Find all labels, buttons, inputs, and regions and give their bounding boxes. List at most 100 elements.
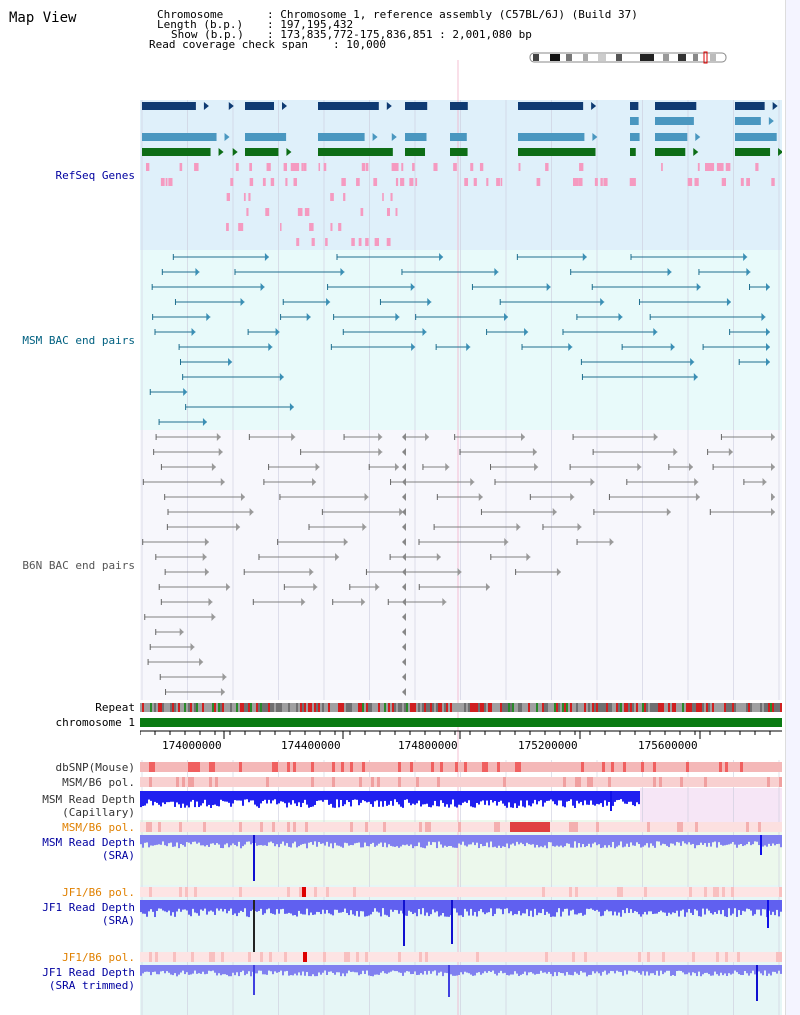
track-label-msm-depth-cap[interactable]: MSM Read Depth (Capillary) — [0, 793, 135, 819]
coverage-value: : 10,000 — [333, 38, 386, 51]
track-label-repeat[interactable]: Repeat — [95, 701, 135, 714]
density-cell — [398, 952, 401, 962]
repeat-mark — [750, 703, 752, 712]
density-cell — [740, 762, 743, 772]
density-cell — [446, 822, 449, 832]
chromosome-ideogram[interactable] — [528, 51, 730, 65]
track-label-jf1-depth-trim[interactable]: JF1 Read Depth (SRA trimmed) — [0, 966, 135, 992]
density-cell — [425, 887, 428, 897]
depth-bar — [684, 835, 686, 844]
depth-bar — [434, 791, 436, 801]
track-label-msm-b6-pol-2[interactable]: MSM/B6 pol. — [62, 821, 135, 834]
track-label-msm-depth-sra[interactable]: MSM Read Depth (SRA) — [0, 836, 135, 862]
depth-bar — [386, 835, 388, 848]
depth-bar — [644, 965, 646, 976]
density-cell — [344, 777, 347, 787]
density-cell — [158, 777, 161, 787]
depth-bar — [356, 791, 358, 800]
depth-bar — [532, 835, 534, 845]
bac-arrow — [402, 508, 406, 516]
track-label-dbsnp[interactable]: dbSNP(Mouse) — [55, 761, 135, 774]
repeat-mark — [324, 703, 326, 712]
gene-mark — [395, 178, 399, 186]
repeat-mark — [608, 703, 610, 712]
density-cell — [455, 952, 458, 962]
depth-bar — [448, 900, 450, 917]
track-label-refseq[interactable]: RefSeq Genes — [55, 169, 135, 182]
density-cell — [677, 822, 680, 832]
depth-bar — [358, 900, 360, 917]
depth-bar — [394, 900, 396, 910]
depth-bar — [514, 965, 516, 972]
density-cell — [767, 952, 770, 962]
gene-mark — [578, 178, 583, 186]
depth-bar — [184, 835, 186, 847]
depth-bar — [312, 835, 314, 845]
density-cell — [620, 762, 623, 772]
genome-track-canvas[interactable]: 174000000 174400000 174800000 175200000 1756… — [140, 0, 782, 1015]
gene-mark — [374, 238, 380, 246]
depth-bar — [444, 900, 446, 917]
density-cell — [443, 822, 446, 832]
repeat-mark — [582, 703, 584, 712]
depth-bar — [310, 900, 312, 913]
depth-bar — [468, 791, 470, 801]
depth-bar — [514, 900, 516, 914]
depth-bar — [518, 791, 520, 806]
density-cell — [347, 762, 350, 772]
density-cell — [626, 887, 629, 897]
track-label-chromosome[interactable]: chromosome 1 — [55, 716, 135, 729]
repeat-mark — [696, 703, 698, 712]
density-cell — [557, 762, 560, 772]
repeat-mark — [346, 703, 348, 712]
repeat-mark — [480, 703, 482, 712]
track-label-msm-bac[interactable]: MSM BAC end pairs — [22, 334, 135, 347]
depth-bar — [520, 900, 522, 916]
track-label-jf1-depth-sra[interactable]: JF1 Read Depth (SRA) — [0, 901, 135, 927]
track-label-jf1-b6-pol[interactable]: JF1/B6 pol. — [62, 886, 135, 899]
depth-bar — [460, 965, 462, 973]
depth-bar — [350, 835, 352, 845]
density-cell — [185, 777, 188, 787]
depth-bar — [700, 900, 702, 917]
density-cell — [515, 777, 518, 787]
density-cell — [302, 762, 305, 772]
density-cell — [662, 762, 665, 772]
depth-bar — [642, 900, 644, 915]
depth-bar — [710, 835, 712, 847]
repeat-mark — [682, 703, 684, 712]
depth-bar — [752, 965, 754, 971]
density-cell — [155, 762, 158, 772]
density-cell — [167, 887, 170, 897]
track-label-b6n-bac[interactable]: B6N BAC end pairs — [22, 559, 135, 572]
gene-mark — [309, 223, 314, 231]
density-cell — [299, 887, 302, 897]
repeat-mark — [354, 703, 356, 712]
depth-bar — [742, 965, 744, 976]
density-cell — [437, 777, 440, 787]
repeat-mark — [254, 703, 256, 712]
depth-bar — [614, 835, 616, 849]
bac-arrow — [534, 463, 539, 471]
density-cell — [707, 952, 710, 962]
depth-bar — [232, 835, 234, 844]
density-cell — [239, 822, 242, 832]
depth-bar — [404, 791, 406, 800]
repeat-mark — [686, 703, 688, 712]
density-cell — [356, 887, 359, 897]
chromosome-value: : Chromosome 1, reference assembly (C57B… — [267, 8, 638, 21]
bac-arrow — [179, 628, 184, 636]
track-label-msm-b6-pol[interactable]: MSM/B6 pol. — [62, 776, 135, 789]
repeat-mark — [694, 703, 696, 712]
depth-bar — [340, 791, 342, 800]
repeat-mark — [342, 703, 344, 712]
density-cell — [728, 887, 731, 897]
gene-arrow — [203, 102, 209, 110]
bac-arrow — [688, 463, 693, 471]
depth-bar — [500, 791, 502, 801]
track-label-jf1-b6-pol-2[interactable]: JF1/B6 pol. — [62, 951, 135, 964]
repeat-mark — [168, 703, 170, 712]
depth-bar — [334, 900, 336, 910]
gene-mark — [338, 223, 342, 231]
depth-bar — [402, 965, 404, 976]
